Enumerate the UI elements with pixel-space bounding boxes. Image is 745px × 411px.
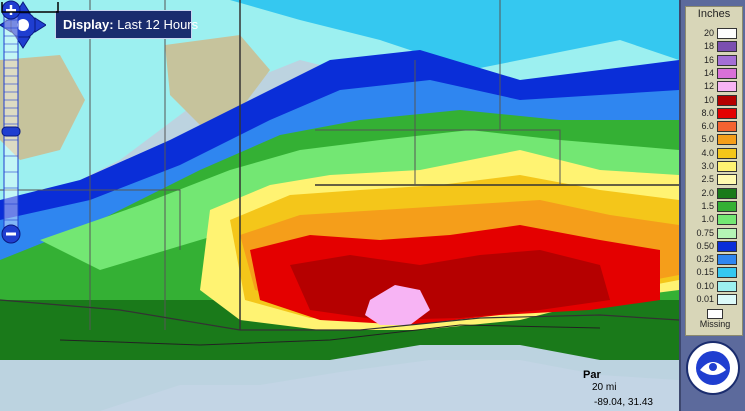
legend-color-swatch [717, 240, 737, 252]
legend-item: 0.25 [688, 253, 740, 266]
legend-item-label: 0.10 [696, 280, 714, 291]
legend-color-swatch [717, 81, 737, 93]
pan-arrows-icon[interactable] [0, 0, 46, 50]
legend-item-label: 14 [703, 67, 714, 78]
legend-item-label: 0.25 [696, 254, 714, 265]
legend-item-label: 1.5 [701, 200, 714, 211]
legend-missing-label: Missing [699, 319, 731, 329]
legend-panel: Inches 20 18 16 14 12 10 8.0 6.0 5.0 4.0 3.0 2.5 2.0… [685, 6, 743, 336]
legend-item-label: 2.0 [701, 187, 714, 198]
legend-item-label: 0.50 [696, 240, 714, 251]
scale-bar [1, 2, 59, 13]
legend-color-swatch [717, 214, 737, 226]
legend-item-label: 6.0 [701, 121, 714, 132]
legend-item: 0.15 [688, 266, 740, 279]
legend-color-swatch [717, 134, 737, 146]
legend-color-swatch [717, 187, 737, 199]
legend-item: 14 [688, 67, 740, 80]
legend-item: 1.0 [688, 213, 740, 226]
legend-item-label: 0.01 [696, 294, 714, 304]
legend-color-swatch [717, 280, 737, 292]
display-selector[interactable]: Display: Last 12 Hours [55, 10, 198, 39]
minus-icon [1, 224, 21, 244]
legend-item-label: 20 [703, 28, 714, 38]
legend-color-swatch [717, 94, 737, 106]
legend-item-label: 10 [703, 94, 714, 105]
legend-item: 0.01 [688, 293, 740, 306]
display-value: Last 12 Hours [117, 17, 199, 32]
legend-color-swatch [717, 200, 737, 212]
legend-color-swatch [717, 28, 737, 39]
legend-item-label: 0.75 [696, 227, 714, 238]
legend-item: 2.5 [688, 173, 740, 186]
legend-item-label: 12 [703, 81, 714, 92]
legend-item-label: 18 [703, 41, 714, 52]
legend-item-label: 16 [703, 54, 714, 65]
legend-item: 0.50 [688, 240, 740, 253]
legend-item: 5.0 [688, 133, 740, 146]
legend-color-swatch [717, 107, 737, 119]
legend-item-label: 4.0 [701, 147, 714, 158]
legend-item-label: 0.15 [696, 267, 714, 278]
legend-color-swatch [717, 174, 737, 186]
nws-logo-icon [686, 341, 740, 395]
legend-item: 16 [688, 54, 740, 67]
legend-color-swatch [717, 254, 737, 266]
zoom-slider[interactable] [0, 0, 22, 244]
legend-item: 1.5 [688, 200, 740, 213]
legend-title: Inches [697, 8, 731, 20]
legend-color-swatch [717, 267, 737, 279]
legend-item: 0.75 [688, 227, 740, 240]
legend-item-label: 3.0 [701, 161, 714, 171]
display-label: Display: [63, 17, 114, 32]
legend-item: 8.0 [688, 107, 740, 120]
zoom-handle [1, 126, 21, 137]
legend-color-swatch [717, 121, 737, 133]
legend-color-swatch [717, 294, 737, 305]
legend-item: 2.0 [688, 187, 740, 200]
precipitation-map[interactable]: Display: Last 12 Hours [0, 0, 679, 411]
legend-item-label: 5.0 [701, 134, 714, 145]
legend-item: 20 [688, 27, 740, 40]
legend-item: 6.0 [688, 120, 740, 133]
legend-item-label: 1.0 [701, 214, 714, 225]
legend-color-swatch [717, 147, 737, 159]
legend-item-label: 2.5 [701, 174, 714, 185]
legend-color-swatch [717, 161, 737, 172]
precip-overlay [0, 0, 679, 360]
coordinate-readout: -89.04, 31.43 [594, 397, 653, 408]
legend-sidebar: Inches 20 18 16 14 12 10 8.0 6.0 5.0 4.0 3.0 2.5 2.0… [679, 0, 745, 411]
legend-color-swatch [717, 54, 737, 66]
place-label: Par [583, 369, 601, 381]
legend-item: 10 [688, 94, 740, 107]
scale-label: 20 mi [592, 382, 617, 393]
legend-color-swatch [717, 41, 737, 53]
legend-item-label: 8.0 [701, 107, 714, 118]
legend-color-swatch [717, 67, 737, 79]
legend-missing-swatch [707, 309, 723, 319]
legend-item: 4.0 [688, 147, 740, 160]
legend-item: 0.10 [688, 280, 740, 293]
legend-color-swatch [717, 227, 737, 239]
legend-item: 18 [688, 40, 740, 53]
legend-item: 12 [688, 80, 740, 93]
legend-item: 3.0 [688, 160, 740, 173]
